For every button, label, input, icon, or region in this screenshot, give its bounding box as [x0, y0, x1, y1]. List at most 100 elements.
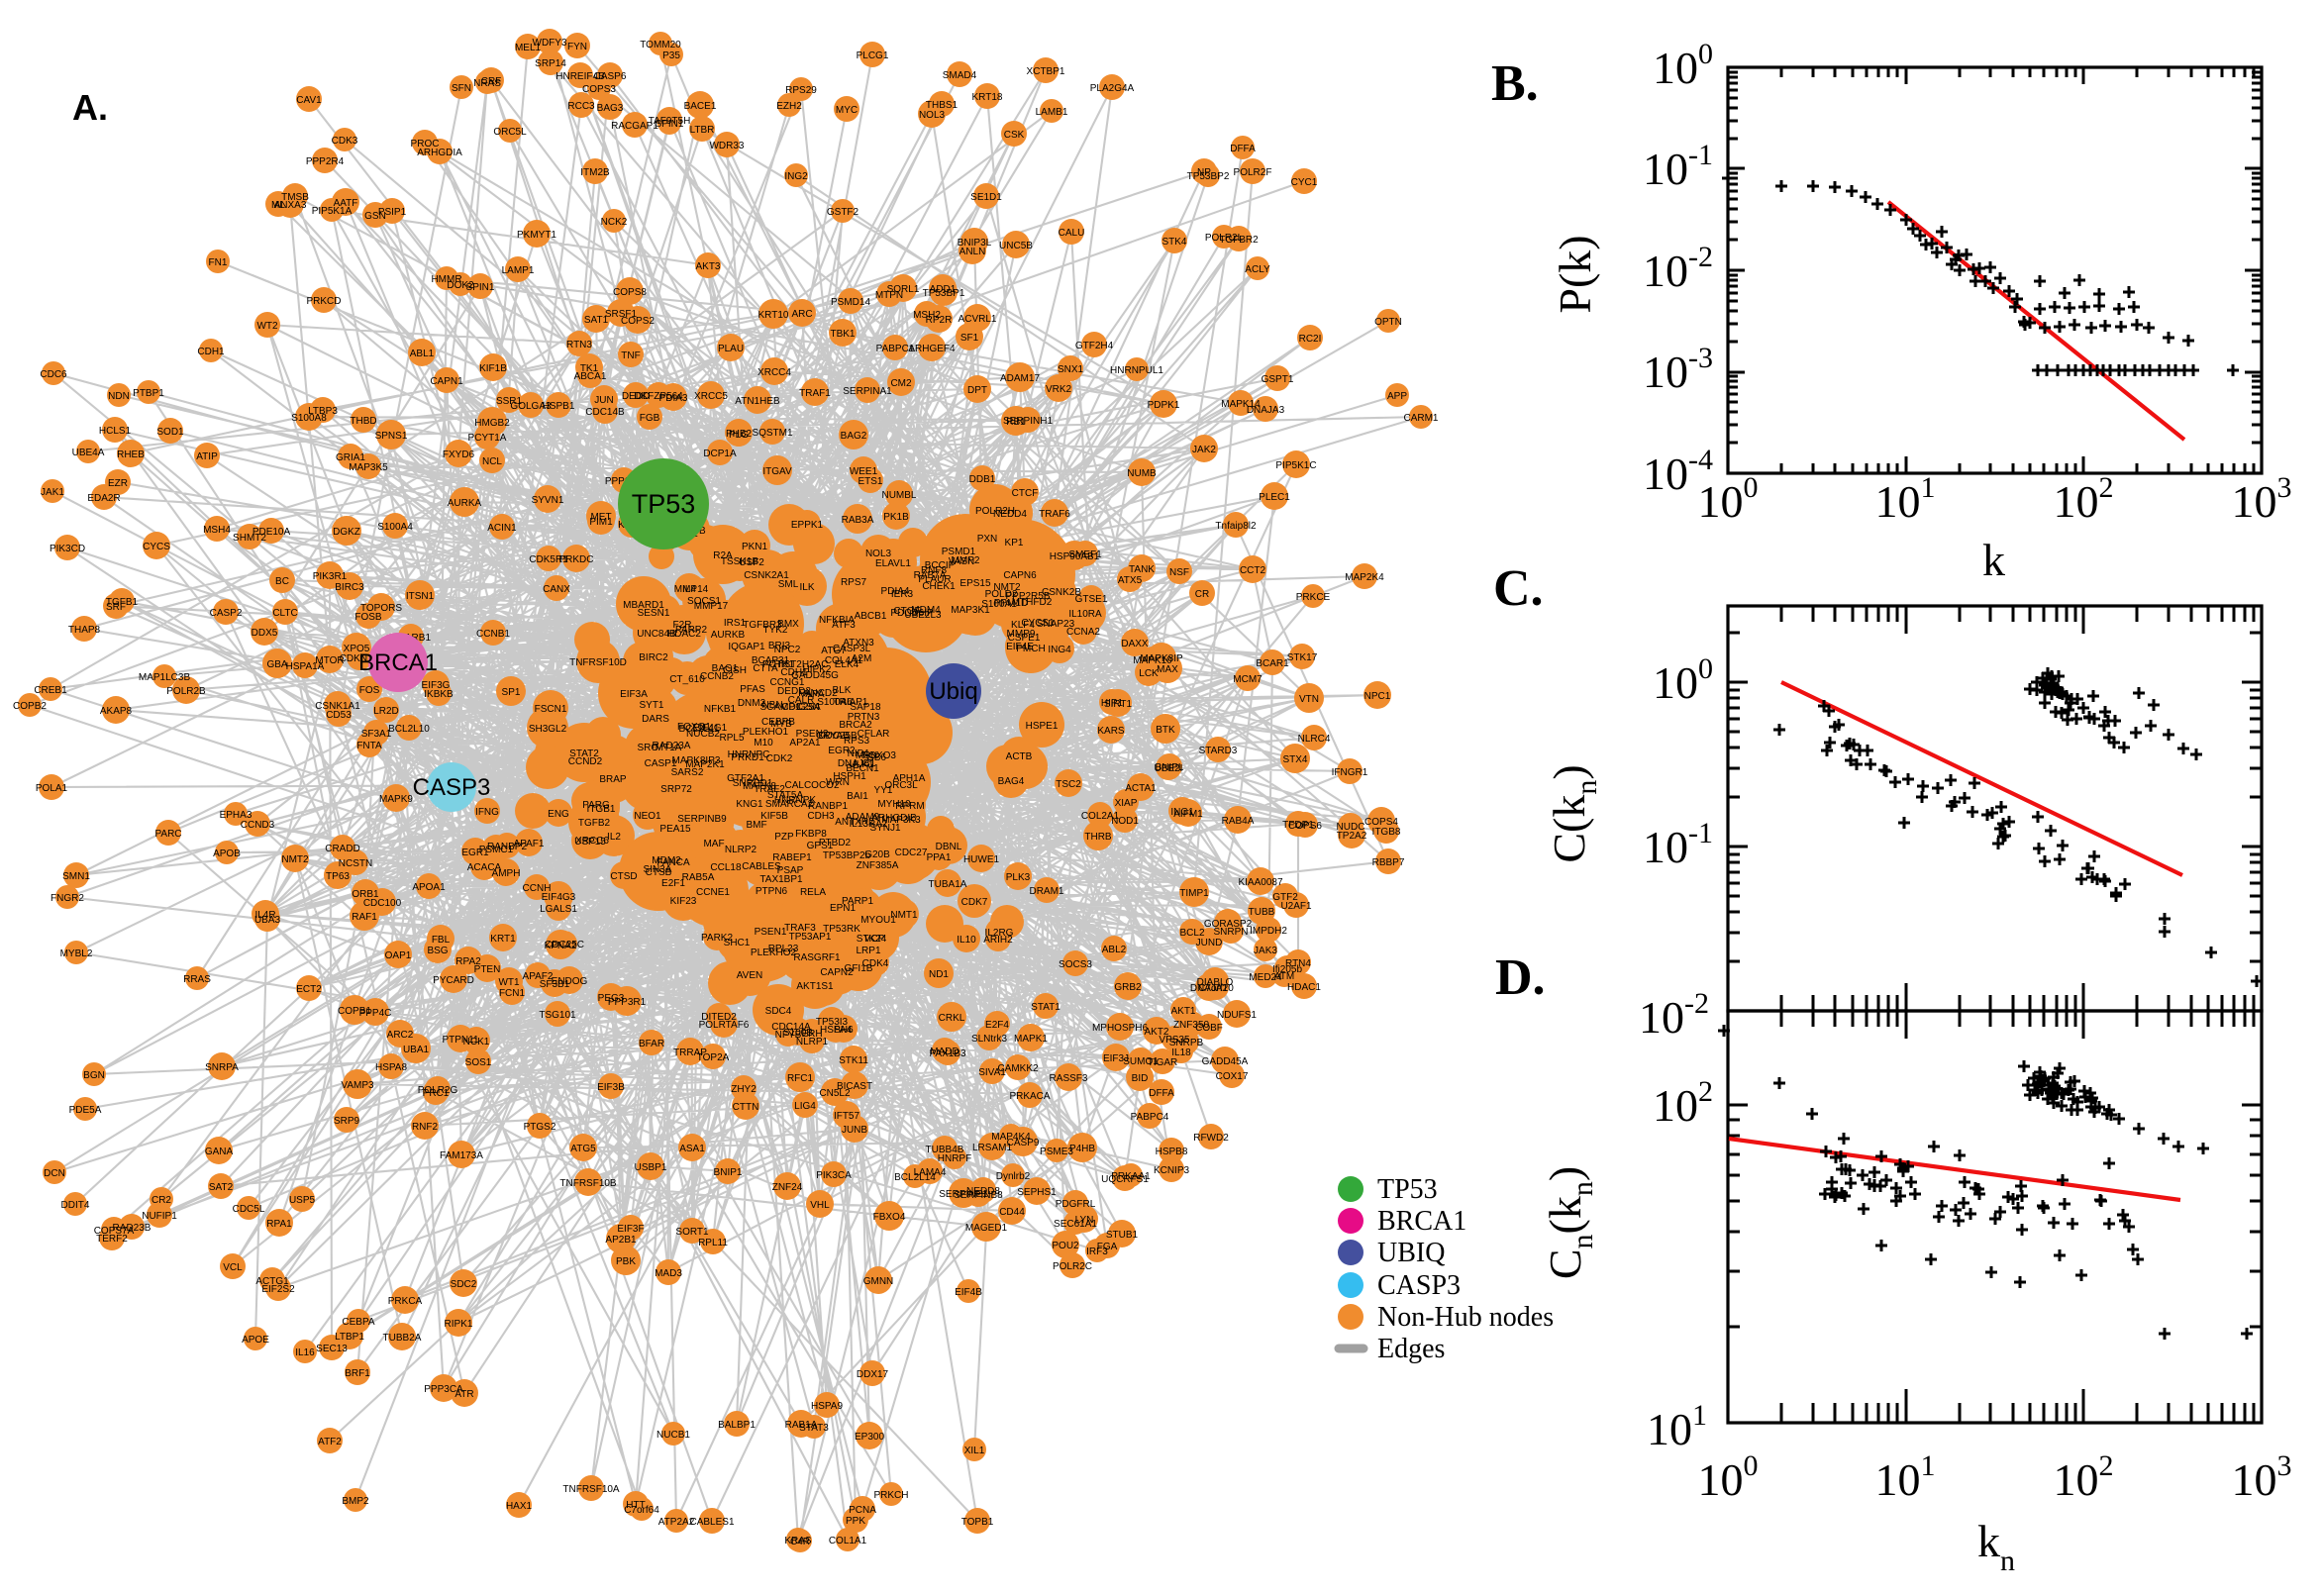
svg-text:HNRNPUL1: HNRNPUL1 — [1110, 365, 1163, 376]
svg-text:TGFB2: TGFB2 — [578, 818, 611, 829]
svg-text:MTPN: MTPN — [875, 290, 903, 301]
svg-text:STAT3: STAT3 — [799, 1423, 829, 1434]
svg-text:NBN: NBN — [761, 700, 782, 711]
svg-text:BCL2L11: BCL2L11 — [679, 724, 720, 735]
svg-text:CCL18: CCL18 — [710, 862, 742, 873]
svg-text:ACLY: ACLY — [1245, 264, 1270, 275]
svg-text:DBNL: DBNL — [936, 842, 962, 852]
svg-text:COBF: COBF — [1195, 1023, 1223, 1034]
svg-text:DNM2: DNM2 — [738, 698, 766, 709]
svg-text:CDC14B: CDC14B — [585, 407, 625, 418]
svg-text:CRF: CRF — [481, 76, 502, 87]
svg-text:LGALS1: LGALS1 — [540, 904, 577, 915]
svg-text:FOXO1: FOXO1 — [677, 722, 711, 733]
svg-text:KRT10: KRT10 — [758, 310, 789, 321]
svg-text:BCCIP: BCCIP — [925, 560, 956, 571]
svg-text:CAPN6: CAPN6 — [1003, 570, 1037, 581]
svg-text:PPP2R4: PPP2R4 — [306, 156, 345, 167]
svg-text:AKT3: AKT3 — [695, 261, 720, 272]
svg-text:ACTB: ACTB — [1006, 751, 1033, 762]
svg-text:NPC2: NPC2 — [774, 645, 801, 655]
svg-text:CCNE1: CCNE1 — [696, 887, 730, 898]
svg-text:COL4A1: COL4A1 — [825, 655, 863, 666]
svg-text:COPS6: COPS6 — [1288, 821, 1322, 832]
svg-text:CDKN2A: CDKN2A — [340, 653, 380, 664]
svg-text:SOS1: SOS1 — [465, 1057, 492, 1068]
svg-text:UBA3: UBA3 — [254, 915, 281, 926]
svg-text:CTGF: CTGF — [893, 606, 920, 617]
svg-text:ASA1: ASA1 — [679, 1144, 705, 1154]
svg-text:ATR: ATR — [454, 1389, 473, 1400]
svg-text:POLA1: POLA1 — [36, 783, 68, 794]
svg-text:DNAJA3: DNAJA3 — [1247, 405, 1285, 416]
svg-text:PHB2: PHB2 — [726, 429, 753, 440]
svg-text:IFT57: IFT57 — [834, 1111, 860, 1122]
svg-text:RCC3: RCC3 — [567, 101, 595, 112]
svg-text:SYNJ1: SYNJ1 — [869, 823, 901, 834]
svg-text:MSH2: MSH2 — [913, 310, 941, 321]
svg-text:TRAF2: TRAF2 — [754, 784, 785, 795]
svg-text:SRP72: SRP72 — [660, 784, 692, 795]
svg-text:MAP2K4: MAP2K4 — [1345, 572, 1384, 583]
svg-text:EIF4G3: EIF4G3 — [542, 892, 576, 903]
svg-text:SEPHS1: SEPHS1 — [1017, 1187, 1057, 1198]
svg-text:MYBL2: MYBL2 — [60, 948, 93, 959]
svg-text:ACACA: ACACA — [467, 862, 502, 873]
svg-text:THRB: THRB — [1084, 832, 1112, 843]
svg-text:ATX5: ATX5 — [1118, 575, 1143, 586]
svg-text:C4R: C4R — [790, 1537, 810, 1547]
svg-text:AP2B1: AP2B1 — [605, 1235, 637, 1246]
svg-text:PRKCD: PRKCD — [306, 296, 341, 307]
svg-text:LAMA4: LAMA4 — [914, 1167, 947, 1178]
svg-text:DRAM1: DRAM1 — [1029, 886, 1063, 897]
svg-text:IRS1: IRS1 — [724, 618, 747, 629]
svg-text:RTN3: RTN3 — [566, 340, 592, 350]
svg-text:SNRPN: SNRPN — [1213, 927, 1248, 938]
svg-text:PIK3R1: PIK3R1 — [313, 571, 348, 582]
svg-text:MTHFD2: MTHFD2 — [1012, 597, 1053, 608]
svg-text:DDB1: DDB1 — [969, 474, 996, 485]
svg-text:NMT2: NMT2 — [281, 854, 309, 865]
svg-text:BMX: BMX — [777, 619, 799, 630]
svg-text:CASP3L: CASP3L — [833, 644, 871, 654]
svg-text:CCNB2: CCNB2 — [700, 671, 734, 682]
svg-text:LTBR: LTBR — [690, 125, 715, 136]
svg-text:BRCA2: BRCA2 — [839, 720, 872, 731]
svg-text:CFLAR: CFLAR — [858, 729, 890, 740]
svg-text:UBA1: UBA1 — [403, 1045, 430, 1055]
svg-text:PSMC1: PSMC1 — [479, 845, 514, 855]
svg-text:MYC: MYC — [836, 105, 858, 116]
svg-text:HSPA1A: HSPA1A — [286, 661, 325, 672]
svg-text:ITGB8: ITGB8 — [1372, 827, 1401, 838]
svg-text:XRCC5: XRCC5 — [694, 391, 728, 402]
svg-text:XPO5: XPO5 — [344, 644, 370, 654]
svg-text:SAP18: SAP18 — [850, 702, 881, 713]
svg-text:MCM7: MCM7 — [1233, 674, 1262, 685]
svg-text:SOCS1: SOCS1 — [687, 596, 721, 607]
svg-text:KP1: KP1 — [1005, 538, 1024, 549]
svg-text:RAB3A: RAB3A — [842, 515, 874, 526]
svg-text:BSG: BSG — [427, 946, 448, 956]
svg-text:TNFRSF10D: TNFRSF10D — [569, 657, 627, 668]
svg-text:NUCB1: NUCB1 — [656, 1430, 690, 1441]
svg-text:HMGB2: HMGB2 — [474, 418, 510, 429]
svg-text:CRYAB: CRYAB — [816, 731, 850, 742]
svg-text:ENG: ENG — [548, 809, 569, 820]
svg-text:A.: A. — [72, 87, 108, 128]
svg-text:PARK2: PARK2 — [701, 933, 733, 944]
svg-text:PKN1: PKN1 — [742, 542, 768, 552]
svg-text:PARP2: PARP2 — [675, 625, 707, 636]
svg-text:ORC3L: ORC3L — [884, 780, 918, 791]
svg-text:PYCARD: PYCARD — [433, 975, 474, 986]
svg-text:FBXO4: FBXO4 — [873, 1212, 906, 1223]
svg-text:DPT: DPT — [967, 385, 987, 396]
svg-text:HDAC1: HDAC1 — [1287, 982, 1321, 993]
svg-text:PLAU: PLAU — [718, 344, 744, 354]
svg-text:103: 103 — [2232, 1449, 2292, 1505]
svg-text:PDGFRL: PDGFRL — [1056, 1199, 1096, 1210]
svg-text:ACIN1: ACIN1 — [487, 523, 517, 534]
svg-text:SIRT1: SIRT1 — [1104, 699, 1133, 710]
svg-text:PSMD14: PSMD14 — [831, 297, 870, 308]
svg-text:EZH2: EZH2 — [776, 101, 802, 112]
svg-text:NPC1: NPC1 — [1364, 691, 1391, 702]
